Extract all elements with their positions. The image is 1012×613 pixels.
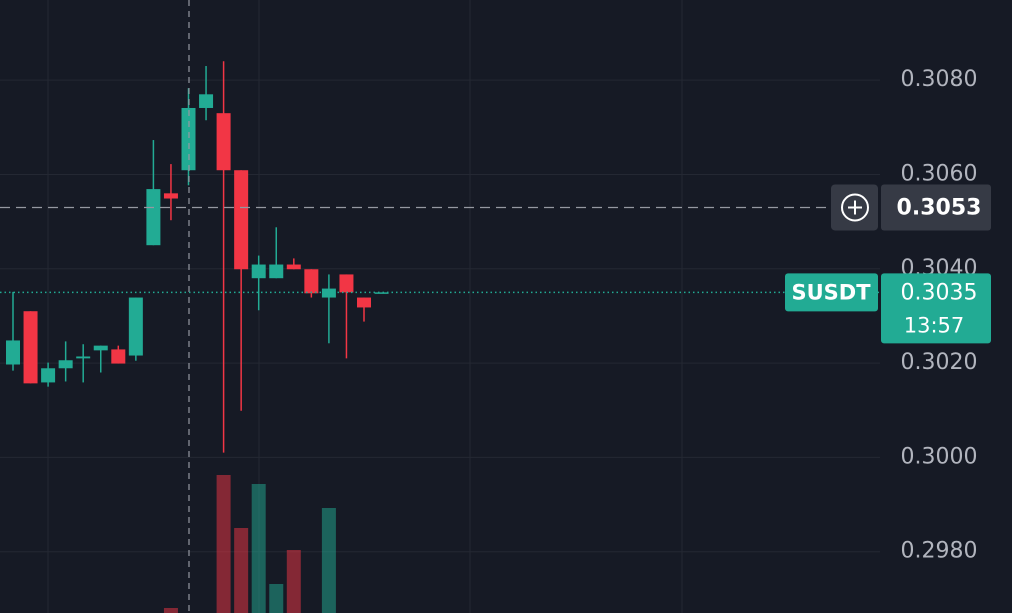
volume-bar [163,608,178,613]
candle-body [216,113,231,171]
candle-body [163,193,178,199]
candle-body [58,360,73,369]
candle-body [41,368,56,383]
candle-body [76,356,91,359]
candle-body [23,311,38,384]
candle-body [251,264,266,279]
y-tick-label: 0.3020 [901,350,978,375]
y-tick-label: 0.3080 [901,67,978,92]
candle-body [286,264,301,270]
y-tick-label: 0.2980 [901,539,978,564]
candle-body [374,292,389,294]
candle-body [357,297,371,308]
crosshair-price-label: 0.3053 [897,195,982,220]
crosshair-label-box [881,184,991,231]
candle-body [111,349,126,364]
last-price-box [881,273,991,344]
volume-bar [216,475,231,613]
volume-bar [286,550,301,613]
plus-icon [848,200,862,215]
plus-icon [841,193,869,222]
candle-body [181,107,196,171]
candle-body [6,340,20,365]
grid [0,79,880,553]
overlay: 0.29800.30000.30200.30400.30600.30800.30… [0,0,991,613]
candle-body [269,264,284,279]
candle-body [146,189,161,246]
volume-bar [269,584,284,613]
symbol-label: SUSDT [791,280,871,304]
last-price-label: 0.3035 [901,280,978,305]
candle-body [234,170,249,270]
y-tick-label: 0.3000 [901,444,978,469]
candle-body [93,345,108,351]
countdown-label: 13:57 [904,313,965,337]
candle-body [199,94,214,108]
volume-pane [163,475,336,613]
volume-bar [251,484,266,613]
candle-body [304,269,319,294]
symbol-label-box [785,273,878,312]
volume-bar [321,508,336,613]
candle-body [339,274,354,293]
candle-body [128,297,143,356]
volume-bar [234,528,249,613]
y-tick-label: 0.3060 [901,161,978,186]
